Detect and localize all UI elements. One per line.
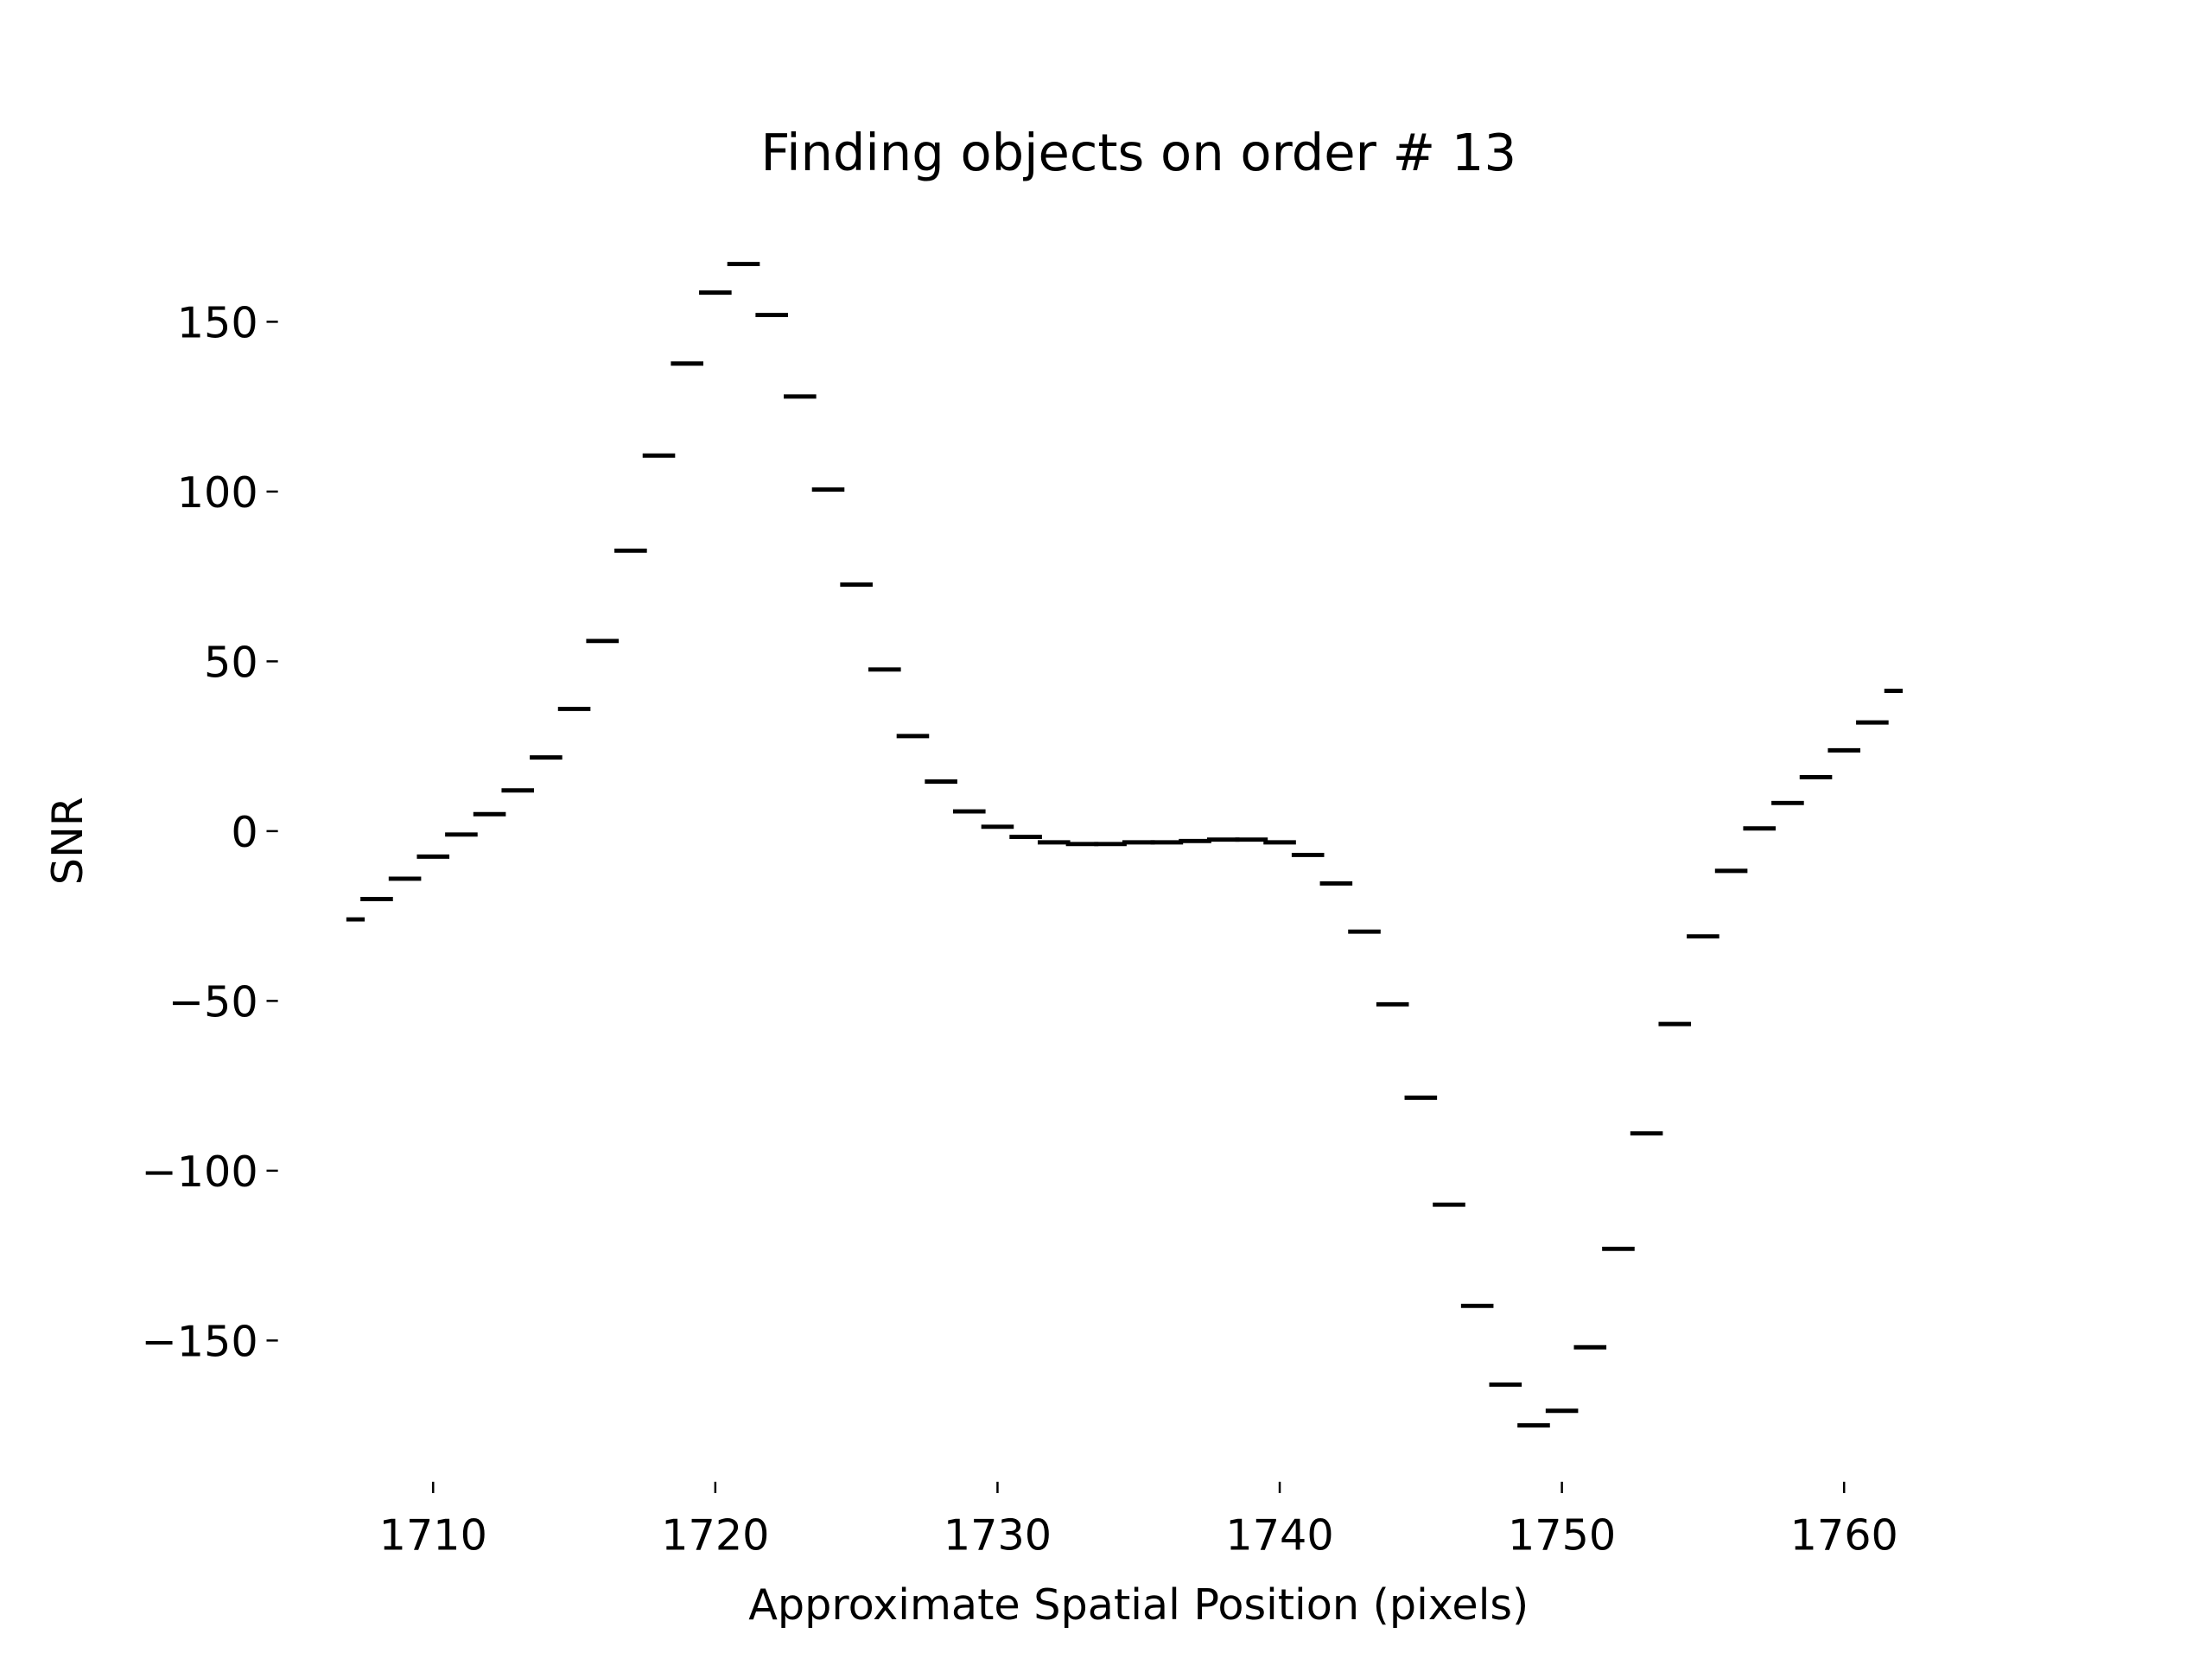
x-tick-label: 1710 <box>379 1510 487 1560</box>
y-tick-label: 150 <box>177 297 258 347</box>
y-tick-label: 50 <box>204 637 258 687</box>
x-tick-label: 1760 <box>1790 1510 1898 1560</box>
x-tick-label: 1730 <box>944 1510 1052 1560</box>
x-tick-label: 1750 <box>1508 1510 1616 1560</box>
x-tick-label: 1720 <box>661 1510 769 1560</box>
y-axis-label: SNR <box>42 797 92 885</box>
chart-title: Finding objects on order # 13 <box>760 123 1516 182</box>
y-tick-label: 0 <box>231 807 257 857</box>
y-tick-label: −100 <box>141 1147 257 1197</box>
y-tick-label: −150 <box>141 1316 257 1366</box>
x-tick-label: 1740 <box>1225 1510 1333 1560</box>
x-axis-label: Approximate Spatial Position (pixels) <box>748 1580 1529 1630</box>
y-tick-label: −50 <box>168 976 258 1027</box>
y-tick-label: 100 <box>177 467 258 518</box>
